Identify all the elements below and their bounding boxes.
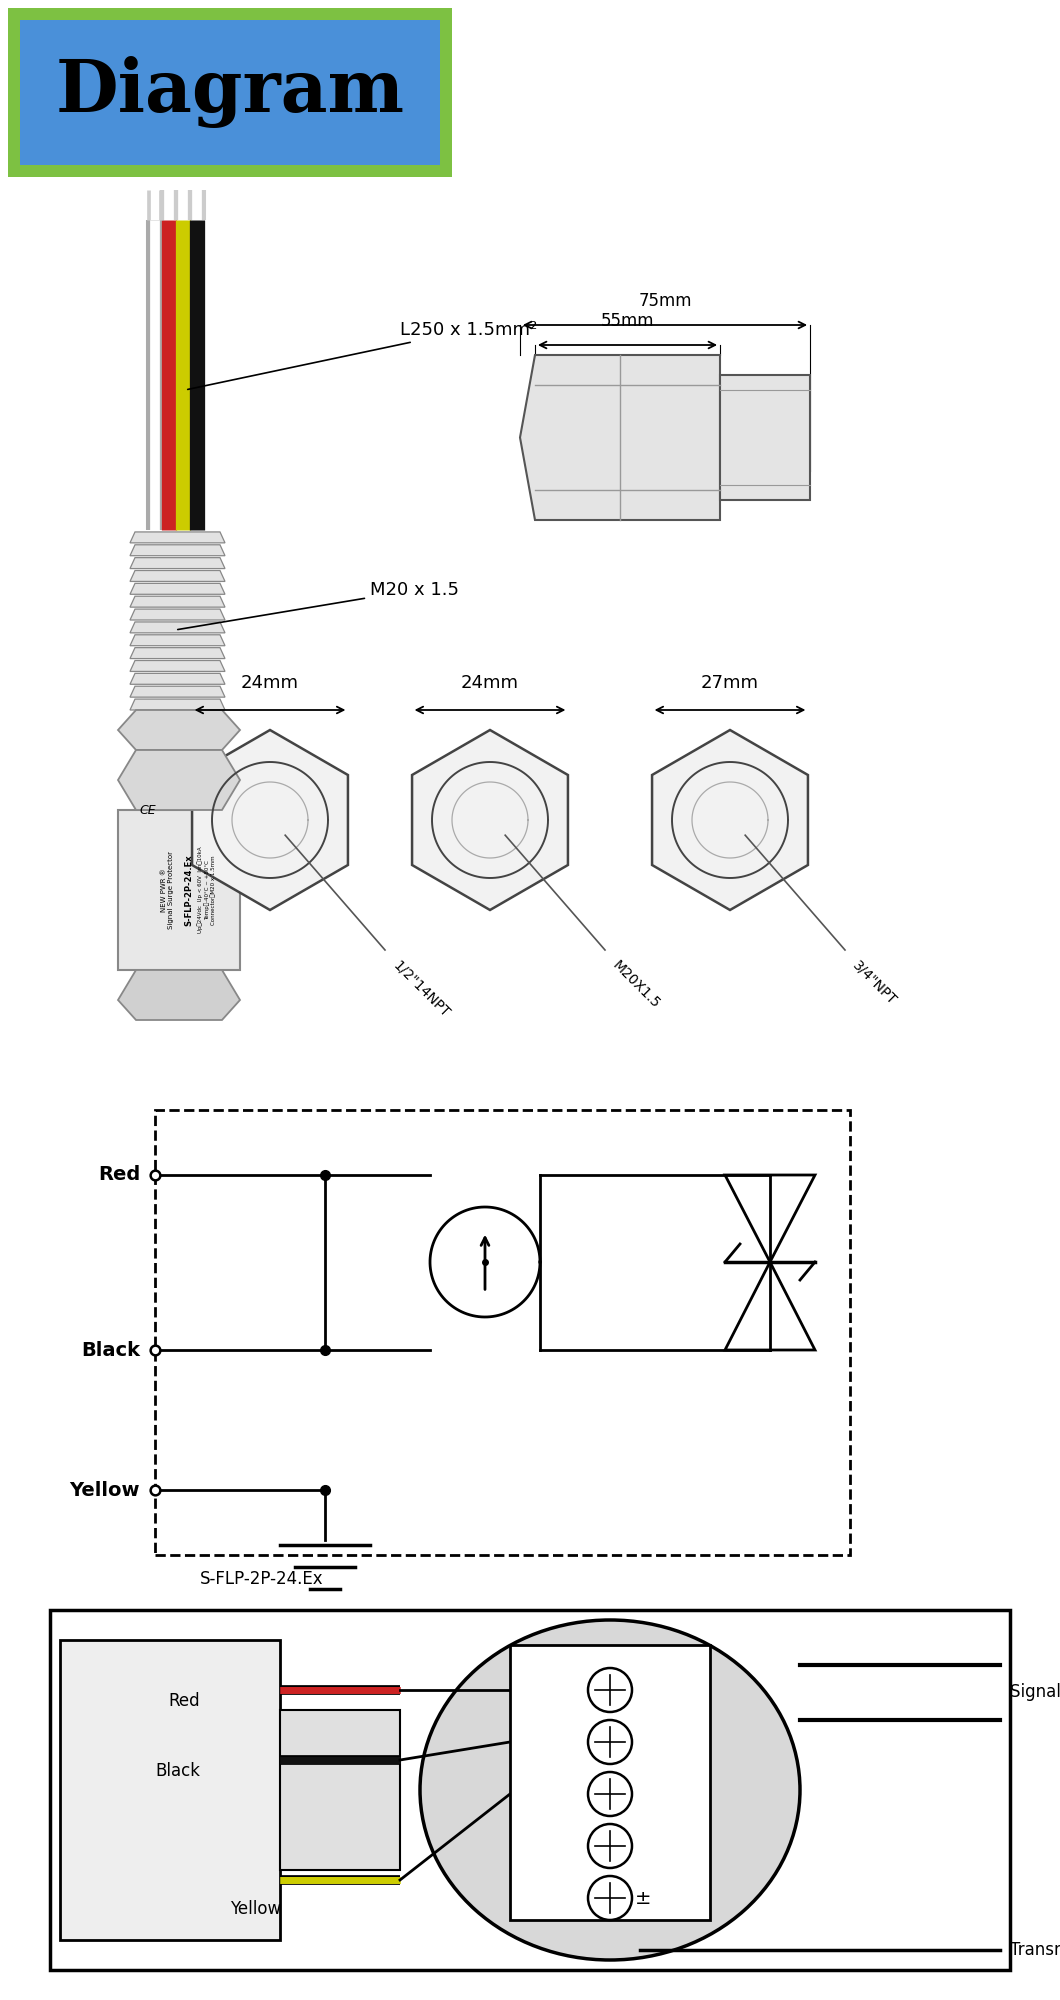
Text: Diagram: Diagram	[55, 56, 405, 128]
Polygon shape	[130, 570, 225, 582]
Text: L250 x 1.5mm²: L250 x 1.5mm²	[188, 320, 537, 390]
Ellipse shape	[420, 1620, 800, 1960]
Polygon shape	[130, 596, 225, 608]
Bar	[20, 20, 440, 166]
Polygon shape	[192, 730, 348, 910]
Bar	[8, 8, 452, 178]
Text: Red: Red	[169, 1692, 200, 1710]
Polygon shape	[130, 544, 225, 556]
Text: 55mm: 55mm	[601, 312, 654, 330]
Text: 75mm: 75mm	[638, 292, 692, 310]
Text: Black: Black	[155, 1762, 200, 1780]
Bar	[118, 810, 240, 970]
Polygon shape	[130, 686, 225, 698]
Polygon shape	[118, 710, 240, 750]
Polygon shape	[412, 730, 568, 910]
Text: Signal wiring: Signal wiring	[1010, 1684, 1060, 1700]
Polygon shape	[520, 356, 720, 520]
Polygon shape	[652, 730, 808, 910]
Text: M20 x 1.5: M20 x 1.5	[178, 580, 459, 630]
Polygon shape	[130, 700, 225, 710]
Circle shape	[588, 1668, 632, 1712]
Bar	[510, 1644, 710, 1920]
Text: 27mm: 27mm	[701, 674, 759, 692]
Text: Transmitter shell ground: Transmitter shell ground	[1010, 1940, 1060, 1960]
Bar	[280, 1710, 400, 1870]
Polygon shape	[130, 584, 225, 594]
Text: Red: Red	[98, 1166, 140, 1184]
Polygon shape	[118, 750, 240, 810]
Text: Yellow: Yellow	[230, 1900, 281, 1918]
Polygon shape	[130, 622, 225, 632]
Polygon shape	[130, 532, 225, 542]
Circle shape	[588, 1720, 632, 1764]
Circle shape	[588, 1824, 632, 1868]
Text: 1/2"14NPT: 1/2"14NPT	[390, 958, 452, 1020]
Text: Up：24Vdc  Up < 60V  Isn：10kA
Temp：-40°C ~ +80°C
Connector：M20 x 1.5mm: Up：24Vdc Up < 60V Isn：10kA Temp：-40°C ~ …	[198, 846, 216, 934]
Circle shape	[588, 1772, 632, 1816]
Text: 24mm: 24mm	[461, 674, 519, 692]
Text: CE: CE	[140, 804, 156, 816]
Polygon shape	[130, 648, 225, 658]
Bar	[155, 1110, 850, 1556]
Text: ±: ±	[635, 1888, 652, 1908]
Text: S-FLP-2P-24.Ex: S-FLP-2P-24.Ex	[184, 854, 194, 926]
Bar	[60, 1640, 280, 1940]
Text: 24mm: 24mm	[241, 674, 299, 692]
Text: Black: Black	[81, 1340, 140, 1360]
Polygon shape	[118, 970, 240, 1020]
Circle shape	[588, 1876, 632, 1920]
Bar	[50, 1610, 1010, 1970]
Bar	[720, 376, 810, 500]
Text: Yellow: Yellow	[70, 1480, 140, 1500]
Polygon shape	[130, 660, 225, 672]
Text: NEW PWR ®
Signal Surge Protector: NEW PWR ® Signal Surge Protector	[160, 852, 174, 928]
Polygon shape	[130, 674, 225, 684]
Text: 3/4"NPT: 3/4"NPT	[850, 958, 899, 1008]
Polygon shape	[130, 610, 225, 620]
Text: M20X1.5: M20X1.5	[610, 958, 664, 1012]
Polygon shape	[130, 634, 225, 646]
Text: S-FLP-2P-24.Ex: S-FLP-2P-24.Ex	[200, 1570, 323, 1588]
Polygon shape	[130, 558, 225, 568]
